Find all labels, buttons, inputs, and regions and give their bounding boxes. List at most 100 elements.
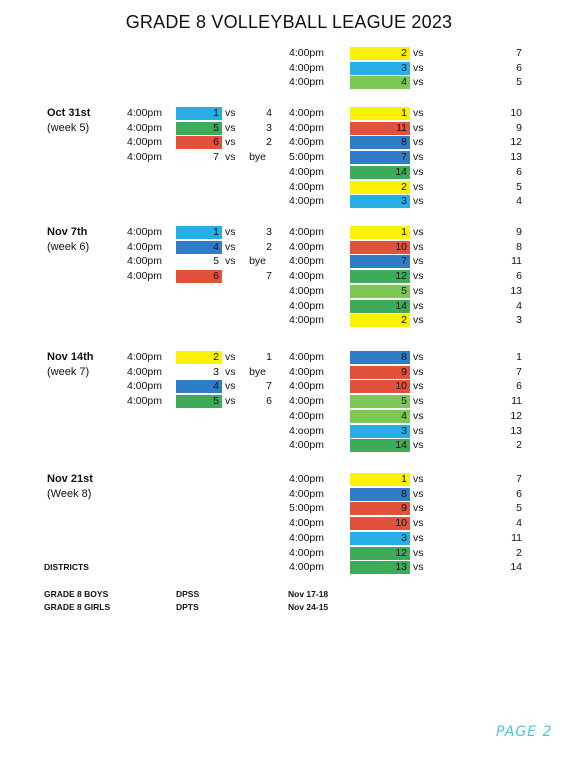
right-game-home-team: 2: [401, 314, 407, 326]
week-number: (week 6): [47, 241, 90, 253]
week-date: Nov 21st: [47, 473, 93, 485]
left-game-team-swatch: [176, 395, 222, 408]
right-game-time: 4:00pm: [289, 62, 325, 74]
right-game-time: 4:00pm: [289, 439, 325, 451]
right-game-vs: vs: [413, 62, 424, 74]
left-game-time: 4:00pm: [127, 395, 163, 407]
right-game-home-team: 8: [401, 351, 407, 363]
left-game-vs: vs: [225, 107, 236, 119]
left-game-away-team: 1: [266, 351, 272, 363]
right-game-home-team: 1: [401, 107, 407, 119]
right-game-away-team: 6: [516, 380, 522, 392]
right-game-away-team: 6: [516, 166, 522, 178]
left-game-home-team: 1: [213, 107, 219, 119]
right-game-team-swatch: [350, 107, 410, 120]
right-game-time: 4:00pm: [289, 547, 325, 559]
left-game-time: 4:00pm: [127, 241, 163, 253]
right-game-team-swatch: [350, 366, 410, 379]
left-game-away-team: 7: [266, 380, 272, 392]
left-game-vs: vs: [225, 151, 236, 163]
right-game-team-swatch: [350, 502, 410, 515]
page-number: PAGE 2: [496, 724, 553, 740]
right-game-vs: vs: [413, 270, 424, 282]
left-game-home-team: 3: [213, 366, 219, 378]
right-game-away-team: 11: [511, 255, 522, 267]
right-game-team-swatch: [350, 517, 410, 530]
week-date: Nov 7th: [47, 226, 88, 238]
right-game-home-team: 10: [395, 241, 407, 253]
right-game-vs: vs: [413, 517, 424, 529]
left-game-away-team: bye: [249, 151, 266, 163]
left-game-time: 4:00pm: [127, 136, 163, 148]
left-game-home-team: 7: [213, 151, 219, 163]
right-game-team-swatch: [350, 241, 410, 254]
left-game-team-swatch: [176, 270, 222, 283]
right-game-team-swatch: [350, 410, 410, 423]
week-date: Oct 31st: [47, 107, 91, 119]
district-group: GRADE 8 BOYS: [44, 589, 109, 599]
left-game-time: 4:00pm: [127, 380, 163, 392]
right-game-home-team: 13: [395, 561, 407, 573]
right-game-time: 4:00pm: [289, 226, 325, 238]
right-game-time: 4:00pm: [289, 181, 325, 193]
right-game-vs: vs: [413, 195, 424, 207]
left-game-home-team: 6: [213, 270, 219, 282]
right-game-away-team: 3: [516, 314, 522, 326]
right-game-team-swatch: [350, 226, 410, 239]
right-game-vs: vs: [413, 166, 424, 178]
right-game-away-team: 5: [516, 502, 522, 514]
right-game-time: 4:00pm: [289, 380, 325, 392]
right-game-vs: vs: [413, 532, 424, 544]
right-game-away-team: 4: [516, 195, 522, 207]
right-game-away-team: 8: [516, 241, 522, 253]
right-game-away-team: 12: [510, 136, 522, 148]
left-game-vs: vs: [225, 380, 236, 392]
left-game-team-swatch: [176, 351, 222, 364]
right-game-away-team: 10: [510, 107, 522, 119]
left-game-home-team: 4: [213, 241, 219, 253]
right-game-time: 4:00pm: [289, 395, 325, 407]
week-number: (Week 8): [47, 488, 92, 500]
district-host: DPSS: [176, 589, 200, 599]
left-game-away-team: 3: [266, 226, 272, 238]
right-game-team-swatch: [350, 380, 410, 393]
right-game-team-swatch: [350, 136, 410, 149]
right-game-time: 4:00pm: [289, 532, 325, 544]
right-game-time: 4:00pm: [289, 47, 325, 59]
left-game-vs: vs: [225, 395, 236, 407]
right-game-time: 4:oopm: [289, 425, 325, 437]
right-game-vs: vs: [413, 547, 424, 559]
right-game-away-team: 4: [516, 517, 522, 529]
right-game-vs: vs: [413, 439, 424, 451]
left-game-vs: vs: [225, 241, 236, 253]
right-game-home-team: 8: [401, 488, 407, 500]
right-game-team-swatch: [350, 300, 410, 313]
right-game-away-team: 11: [511, 532, 522, 544]
right-game-vs: vs: [413, 488, 424, 500]
left-game-time: 4:00pm: [127, 351, 163, 363]
right-game-home-team: 3: [401, 532, 407, 544]
right-game-time: 4:00pm: [289, 270, 325, 282]
right-game-team-swatch: [350, 195, 410, 208]
right-game-away-team: 13: [510, 151, 522, 163]
right-game-home-team: 4: [401, 410, 407, 422]
right-game-vs: vs: [413, 76, 424, 88]
right-game-away-team: 7: [516, 47, 522, 59]
left-game-away-team: 6: [266, 395, 272, 407]
right-game-time: 4:00pm: [289, 410, 325, 422]
right-game-away-team: 13: [510, 285, 522, 297]
left-game-home-team: 5: [213, 122, 219, 134]
right-game-vs: vs: [413, 136, 424, 148]
left-game-away-team: 2: [266, 241, 272, 253]
right-game-time: 4:00pm: [289, 473, 325, 485]
right-game-team-swatch: [350, 425, 410, 438]
right-game-vs: vs: [413, 181, 424, 193]
right-game-time: 4:00pm: [289, 285, 325, 297]
left-game-team-swatch: [176, 241, 222, 254]
right-game-away-team: 7: [516, 473, 522, 485]
left-game-time: 4:00pm: [127, 107, 163, 119]
right-game-team-swatch: [350, 62, 410, 75]
right-game-vs: vs: [413, 395, 424, 407]
right-game-vs: vs: [413, 473, 424, 485]
right-game-home-team: 1: [401, 473, 407, 485]
